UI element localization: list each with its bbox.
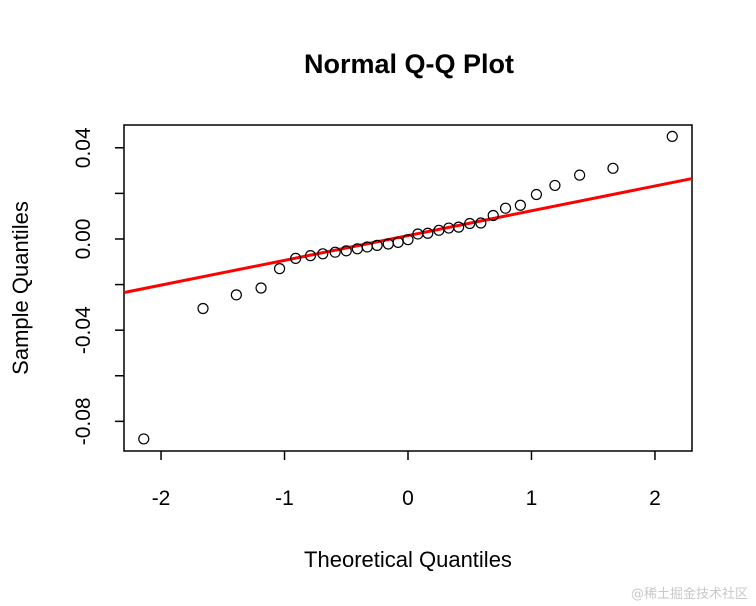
plot-frame — [123, 124, 693, 452]
data-point — [666, 130, 678, 142]
data-point — [464, 217, 476, 230]
data-point — [255, 282, 267, 294]
data-point — [304, 250, 317, 262]
data-point — [475, 217, 487, 229]
y-tick-label: 0.04 — [72, 127, 95, 168]
x-tick-label: 0 — [402, 487, 414, 510]
data-point — [371, 239, 383, 251]
y-tick-label: 0.00 — [72, 219, 95, 260]
y-axis: -0.08 -0.04 0.00 0.04 — [72, 127, 124, 445]
y-tick-label: -0.08 — [72, 397, 95, 445]
data-point — [499, 202, 512, 214]
x-tick-label: 1 — [526, 487, 538, 510]
x-tick-label: 2 — [649, 487, 661, 510]
data-point — [487, 209, 499, 222]
data-point — [340, 245, 352, 257]
data-point — [402, 234, 414, 246]
data-point — [230, 289, 242, 301]
data-point — [138, 433, 150, 445]
data-point — [514, 199, 526, 211]
data-point — [273, 263, 286, 275]
data-point — [317, 248, 329, 260]
reference-line-layer — [123, 177, 693, 295]
watermark-text: @稀土掘金技术社区 — [630, 587, 748, 602]
data-point — [453, 221, 465, 233]
x-axis: -2 -1 0 1 2 — [152, 451, 661, 510]
data-point — [290, 252, 302, 264]
qq-reference-line — [123, 177, 693, 295]
data-point — [549, 179, 561, 192]
data-point — [574, 169, 586, 181]
y-tick-label: -0.04 — [72, 306, 95, 354]
chart-title: Normal Q-Q Plot — [304, 49, 514, 79]
data-point — [197, 302, 209, 315]
data-point — [530, 188, 543, 201]
x-axis-title: Theoretical Quantiles — [304, 547, 512, 572]
data-point — [607, 162, 619, 174]
y-axis-title: Sample Quantiles — [8, 201, 33, 375]
data-point — [422, 227, 434, 239]
x-tick-label: -1 — [275, 487, 294, 510]
x-tick-label: -2 — [152, 487, 171, 510]
points-layer — [138, 130, 678, 445]
data-point — [329, 246, 341, 258]
